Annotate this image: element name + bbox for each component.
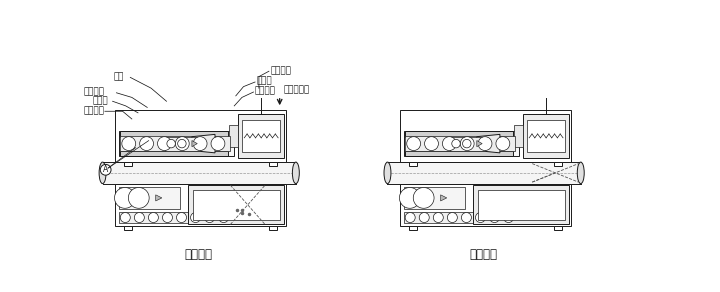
Bar [120, 131, 228, 137]
Bar [450, 137, 485, 151]
Bar [404, 131, 519, 156]
Circle shape [433, 213, 444, 223]
Polygon shape [441, 195, 447, 201]
Circle shape [462, 213, 472, 223]
Bar [269, 226, 276, 230]
Bar [102, 162, 296, 184]
Text: A: A [103, 165, 108, 174]
Circle shape [114, 187, 135, 208]
Circle shape [176, 213, 186, 223]
Polygon shape [477, 134, 500, 153]
Polygon shape [156, 195, 162, 201]
Circle shape [503, 213, 513, 223]
Circle shape [447, 213, 457, 223]
Bar [527, 120, 565, 152]
Bar [554, 162, 562, 166]
Circle shape [178, 139, 186, 148]
Text: 制动瓦座: 制动瓦座 [84, 107, 105, 116]
Ellipse shape [384, 162, 391, 184]
Circle shape [405, 213, 415, 223]
Text: 空气压供给: 空气压供给 [284, 85, 310, 94]
Circle shape [158, 137, 171, 151]
Bar [188, 185, 284, 225]
Bar [238, 114, 284, 158]
Bar [409, 226, 417, 230]
Bar [473, 185, 570, 225]
Circle shape [407, 137, 420, 151]
Bar [193, 190, 279, 220]
Bar [404, 187, 465, 209]
Text: 钢球: 钢球 [114, 72, 124, 81]
Bar [523, 114, 570, 158]
Circle shape [122, 137, 135, 151]
Circle shape [462, 139, 471, 148]
Bar [119, 187, 180, 209]
Circle shape [425, 137, 438, 151]
Bar [405, 151, 513, 156]
Bar [119, 131, 234, 156]
Bar [400, 110, 571, 162]
Circle shape [100, 164, 111, 175]
Circle shape [204, 213, 215, 223]
Circle shape [475, 213, 485, 223]
Circle shape [163, 213, 173, 223]
Circle shape [496, 137, 510, 151]
Circle shape [120, 213, 130, 223]
Circle shape [191, 213, 201, 223]
Bar [409, 162, 417, 166]
Bar [115, 184, 286, 226]
Text: 锥形环: 锥形环 [256, 77, 272, 86]
Polygon shape [192, 134, 215, 153]
Circle shape [211, 137, 225, 151]
Bar [514, 125, 523, 147]
Bar [387, 162, 581, 184]
Bar [115, 110, 286, 162]
Ellipse shape [99, 162, 106, 184]
Circle shape [413, 187, 434, 208]
Circle shape [193, 137, 207, 151]
Circle shape [167, 139, 176, 148]
Bar [165, 137, 199, 151]
Circle shape [490, 213, 500, 223]
Bar [124, 162, 132, 166]
Bar [404, 212, 519, 223]
Circle shape [128, 187, 149, 208]
Circle shape [176, 137, 189, 151]
Circle shape [140, 137, 153, 151]
Circle shape [148, 213, 158, 223]
Circle shape [219, 213, 229, 223]
Circle shape [460, 137, 474, 151]
Bar [554, 226, 562, 230]
Bar [242, 120, 281, 152]
Text: 制动瓦: 制动瓦 [93, 97, 109, 106]
Bar [400, 184, 571, 226]
Circle shape [451, 139, 460, 148]
Polygon shape [192, 140, 197, 147]
Text: 制动活塞: 制动活塞 [255, 86, 276, 95]
Bar [477, 190, 564, 220]
Text: 开锁状态: 开锁状态 [185, 248, 213, 260]
Circle shape [135, 213, 144, 223]
Ellipse shape [577, 162, 584, 184]
Bar [119, 212, 234, 223]
Bar [405, 136, 516, 151]
Circle shape [400, 187, 420, 208]
Circle shape [442, 137, 456, 151]
Text: 钢球护圈: 钢球护圈 [84, 88, 105, 97]
Text: 锁紧状态: 锁紧状态 [469, 248, 498, 260]
Bar [124, 226, 132, 230]
Text: 制动弹簧: 制动弹簧 [271, 66, 292, 75]
Circle shape [478, 137, 492, 151]
Bar [229, 125, 238, 147]
Bar [269, 162, 276, 166]
Bar [120, 151, 228, 156]
Bar [405, 131, 513, 137]
Circle shape [419, 213, 429, 223]
Ellipse shape [292, 162, 300, 184]
Polygon shape [477, 140, 482, 147]
Bar [120, 136, 230, 151]
